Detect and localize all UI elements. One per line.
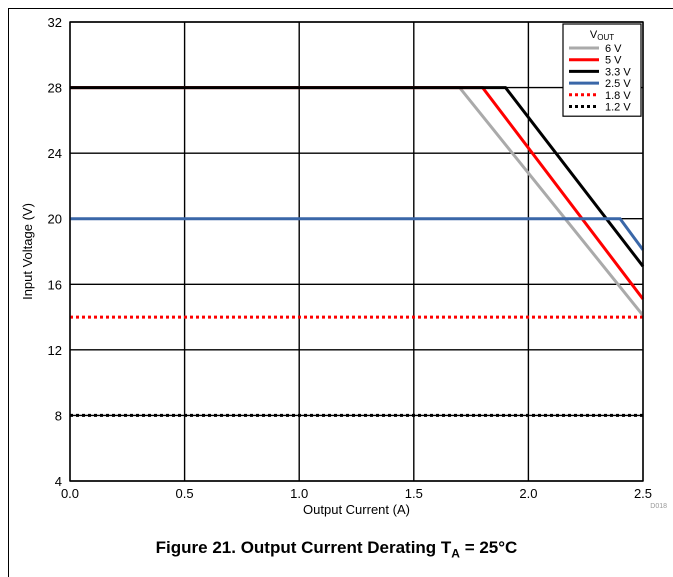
y-tick-label-1: 8 [55,408,62,423]
plot-area [70,22,643,481]
y-tick-label-4: 20 [48,212,62,227]
legend-title-sub: OUT [597,33,614,42]
x-tick-label-2: 1.0 [290,486,308,501]
x-axis-label: Output Current (A) [303,502,410,517]
legend-title-main: V [590,29,598,41]
caption-subscript: A [451,546,460,561]
x-tick-label-3: 1.5 [405,486,423,501]
legend-label-2-5-v: 2.5 V [605,78,631,90]
caption-prefix: Figure 21. Output Current Derating T [155,538,452,557]
x-tick-label-5: 2.5 [634,486,652,501]
series-line-2-5-v [70,217,645,251]
derating-chart: 0.0 0.5 1.0 1.5 2.0 2.5 4 8 12 16 20 24 28 32 Output C… [20,15,667,517]
y-axis-label: Input Voltage (V) [20,203,35,300]
legend-title: VOUT [590,29,614,42]
page-frame-left [8,8,9,577]
page-frame-top [8,8,673,9]
figure-caption: Figure 21. Output Current Derating TA = … [0,538,673,560]
legend-label-6-v: 6 V [605,43,622,55]
legend-label-3-3-v: 3.3 V [605,66,631,78]
y-tick-label-6: 28 [48,81,62,96]
y-tick-label-2: 12 [48,343,62,358]
y-tick-label-5: 24 [48,146,62,161]
x-tick-label-0: 0.0 [61,486,79,501]
figure-id-tag: D018 [650,503,667,510]
x-tick-label-4: 2.0 [519,486,537,501]
series-line-3-3-v [70,86,645,268]
y-tick-label-7: 32 [48,15,62,30]
legend-label-1-2-v: 1.2 V [605,102,631,114]
legend-label-1-8-v: 1.8 V [605,90,631,102]
legend-label-5-v: 5 V [605,55,622,67]
y-tick-label-0: 4 [55,474,62,489]
x-tick-label-1: 0.5 [176,486,194,501]
plot-border [69,21,644,482]
caption-suffix: = 25°C [459,538,518,557]
y-tick-label-3: 16 [48,277,62,292]
